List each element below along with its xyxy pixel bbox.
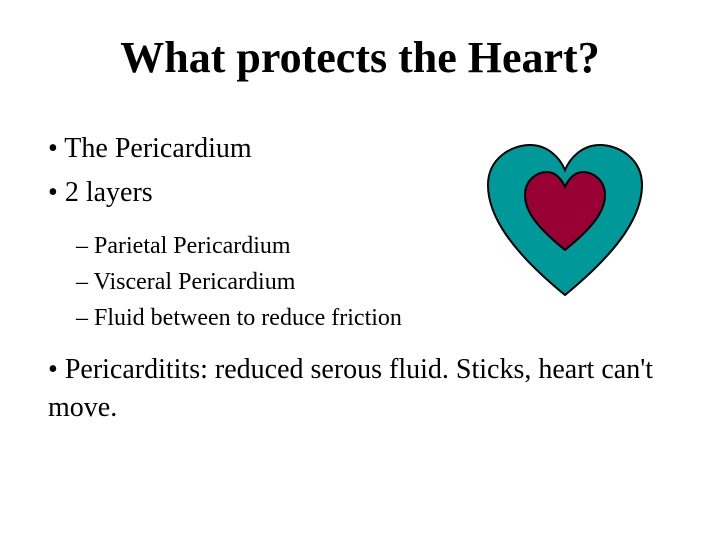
slide: What protects the Heart? The Pericardium… [0, 0, 720, 540]
bullet-text: Parietal Pericardium [94, 233, 291, 259]
bullet-text: Visceral Pericardium [94, 269, 296, 295]
bullet-text: 2 layers [65, 177, 153, 208]
bullet-text: The Pericardium [64, 133, 251, 164]
heart-diagram [480, 140, 650, 310]
bullet-text: Pericarditits: reduced serous fluid. Sti… [48, 354, 653, 423]
slide-title: What protects the Heart? [0, 32, 720, 83]
bullet-l1: Pericarditits: reduced serous fluid. Sti… [48, 351, 672, 427]
bullet-text: Fluid between to reduce friction [94, 305, 402, 331]
